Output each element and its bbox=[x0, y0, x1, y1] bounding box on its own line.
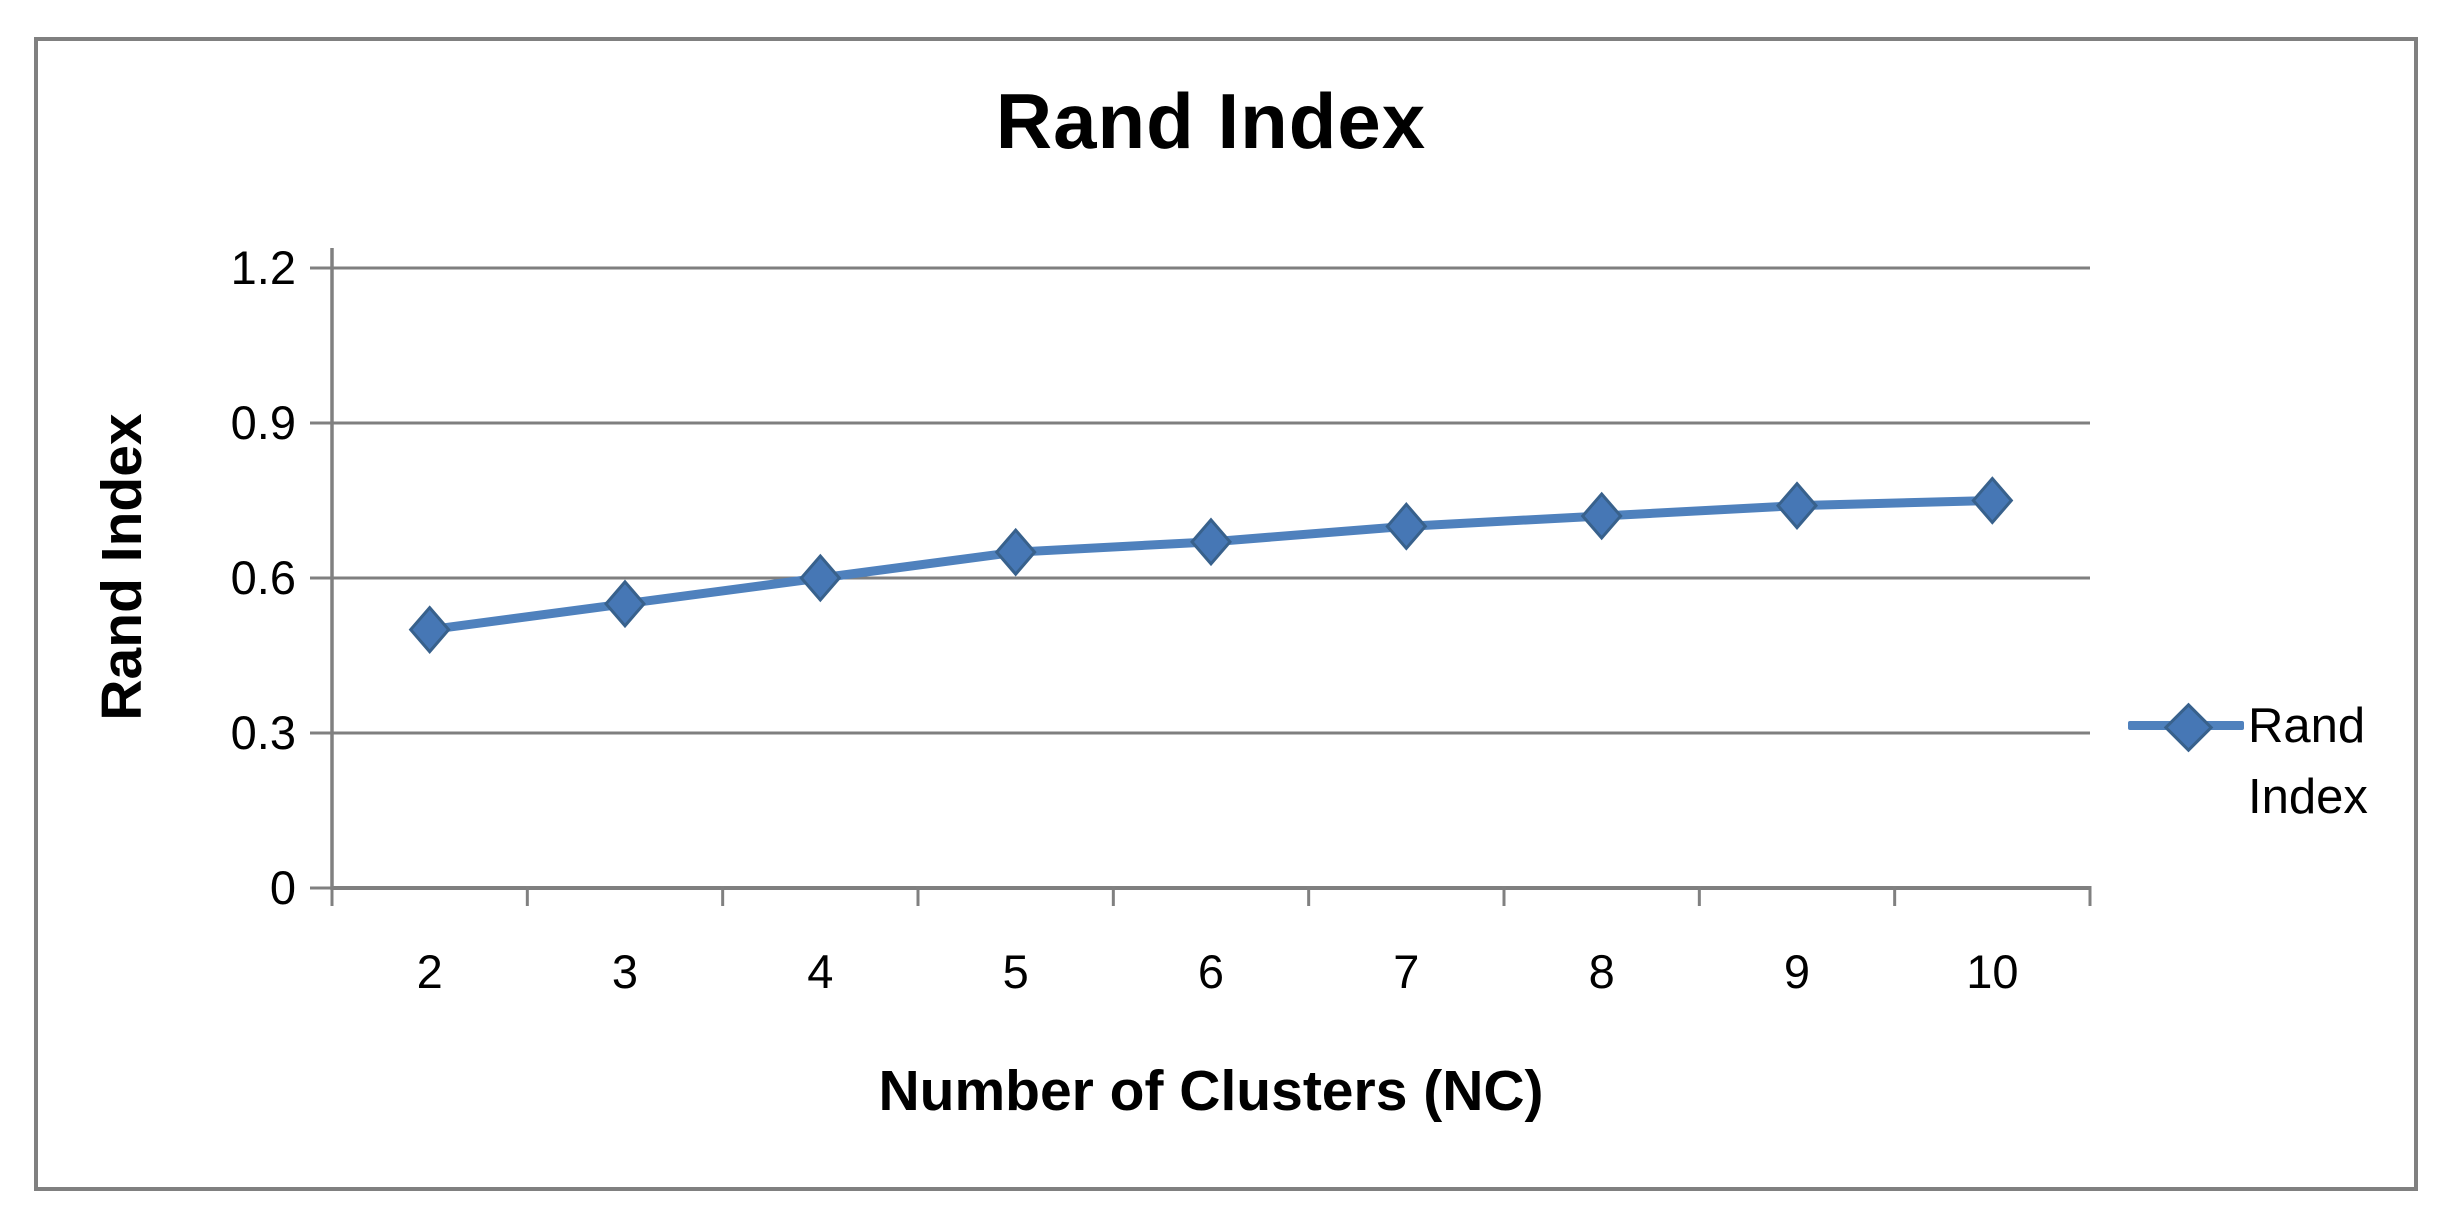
x-tick-label: 4 bbox=[807, 945, 833, 998]
data-point-marker bbox=[1580, 491, 1623, 541]
data-point-marker bbox=[1190, 517, 1232, 567]
x-tick-label: 9 bbox=[1784, 945, 1810, 998]
x-tick-label: 3 bbox=[612, 945, 638, 998]
chart-title: Rand Index bbox=[995, 77, 1427, 165]
data-point-marker bbox=[1971, 476, 2014, 525]
data-point-marker bbox=[1385, 502, 1428, 551]
y-tick-label: 0.9 bbox=[231, 396, 296, 449]
y-tick-label: 0.6 bbox=[231, 551, 296, 604]
x-tick-label: 5 bbox=[1003, 945, 1029, 998]
x-tick-label: 2 bbox=[417, 945, 443, 998]
data-point-marker bbox=[994, 527, 1037, 577]
legend: Rand Index bbox=[2120, 685, 2430, 855]
x-axis-title: Number of Clusters (NC) bbox=[878, 1059, 1544, 1123]
y-tick-label: 1.2 bbox=[231, 241, 296, 294]
x-tick-label: 8 bbox=[1589, 945, 1615, 998]
legend-label: Rand Index bbox=[2248, 699, 2368, 825]
x-tick-label: 6 bbox=[1198, 945, 1224, 998]
data-point-marker bbox=[408, 605, 451, 654]
y-tick-label: 0.3 bbox=[231, 706, 296, 759]
legend-diamond-icon bbox=[2163, 702, 2214, 753]
data-point-marker bbox=[1776, 481, 1818, 530]
x-tick-label: 10 bbox=[1966, 945, 2018, 998]
x-tick-label: 7 bbox=[1393, 945, 1419, 998]
y-axis-title: Rand Index bbox=[90, 413, 154, 721]
y-tick-label: 0 bbox=[270, 861, 296, 914]
data-point-marker bbox=[604, 579, 646, 629]
data-point-marker bbox=[799, 553, 842, 603]
